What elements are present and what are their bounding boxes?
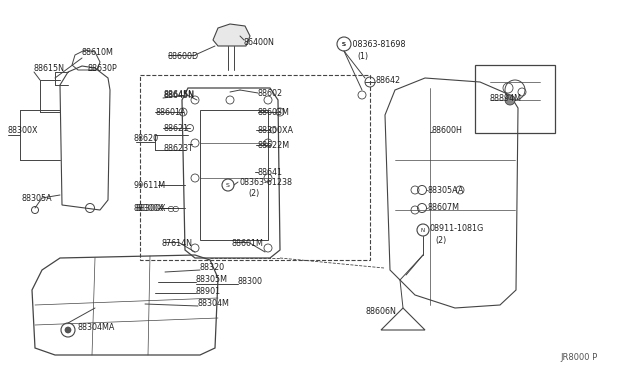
Text: 88600D: 88600D [168,51,199,61]
Text: 88300XA: 88300XA [258,125,294,135]
Bar [140,75,370,260]
Text: 87614N: 87614N [162,238,193,247]
Text: 88300X: 88300X [8,125,38,135]
Bar [475,65,555,133]
Text: 88300: 88300 [238,278,263,286]
Text: 99611M: 99611M [133,180,165,189]
Text: 86400N: 86400N [244,38,275,46]
Text: 88320: 88320 [200,263,225,273]
Text: 88602: 88602 [258,89,283,97]
Text: 88603M: 88603M [258,108,290,116]
Text: 88607M: 88607M [428,202,460,212]
Text: S: S [342,42,346,46]
Text: 88621: 88621 [163,124,188,132]
Text: 88901: 88901 [196,288,221,296]
Text: S: S [226,183,230,187]
Text: 88622M: 88622M [258,141,290,150]
Text: 88600H: 88600H [432,125,463,135]
Circle shape [65,327,71,333]
Text: 88300X−○: 88300X−○ [136,203,180,212]
Text: 88305A: 88305A [22,193,52,202]
Text: 88601A: 88601A [155,108,186,116]
Text: 88642: 88642 [375,76,400,84]
Text: 88645N: 88645N [163,90,194,99]
Text: (2): (2) [248,189,259,198]
Polygon shape [213,24,250,46]
Circle shape [505,95,515,105]
Text: 88615N: 88615N [34,64,65,73]
Text: N: N [421,228,425,232]
Text: 88630P: 88630P [88,64,118,73]
Text: 88894M: 88894M [490,93,522,103]
Text: (2): (2) [435,235,446,244]
Text: 88601M: 88601M [232,238,264,247]
Text: S: S [342,42,346,46]
Text: 88304MA: 88304MA [78,324,115,333]
Bar [200,110,268,240]
Text: 88606N: 88606N [366,308,397,317]
Text: 88610M: 88610M [82,48,114,57]
Text: 88641: 88641 [258,167,283,176]
Text: 88305M: 88305M [196,276,228,285]
Text: 88305AA: 88305AA [428,186,465,195]
Text: 08363-81698: 08363-81698 [350,39,406,48]
Text: 88623T: 88623T [164,144,194,153]
Text: 88645N: 88645N [163,90,194,99]
Text: 88300X–○: 88300X–○ [133,203,175,212]
Text: (1): (1) [357,51,368,61]
Text: 88620: 88620 [133,134,158,142]
Text: 88304M: 88304M [198,299,230,308]
Text: JR8000 P: JR8000 P [560,353,597,362]
Text: 08911-1081G: 08911-1081G [429,224,483,232]
Text: 08363-61238: 08363-61238 [240,177,293,186]
